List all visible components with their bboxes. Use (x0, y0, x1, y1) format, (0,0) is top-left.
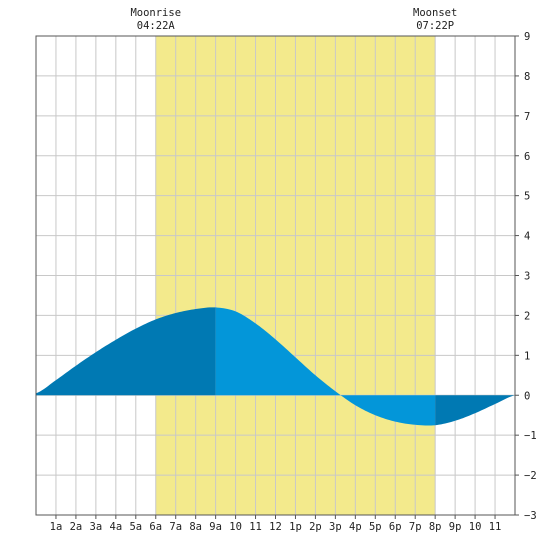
x-tick-label: 6p (389, 521, 402, 533)
y-tick-label: 3 (524, 271, 530, 283)
x-tick-label: 7a (169, 521, 182, 533)
x-tick-label: 1a (50, 521, 63, 533)
x-tick-label: 1p (289, 521, 302, 533)
moonrise-label: Moonrise (130, 7, 181, 19)
y-tick-label: 8 (524, 71, 530, 83)
y-tick-label: 4 (524, 231, 530, 243)
x-tick-label: 3p (329, 521, 342, 533)
x-tick-label: 2a (70, 521, 83, 533)
y-tick-label: 9 (524, 31, 530, 43)
x-tick-label: 6a (149, 521, 162, 533)
tide-area-day (215, 307, 436, 426)
x-tick-label: 5a (129, 521, 142, 533)
x-tick-label: 2p (309, 521, 322, 533)
x-tick-label: 10 (469, 521, 482, 533)
x-tick-label: 3a (90, 521, 103, 533)
x-tick-label: 12 (269, 521, 282, 533)
x-tick-label: 11 (249, 521, 262, 533)
x-tick-label: 11 (489, 521, 502, 533)
x-tick-label: 8p (429, 521, 442, 533)
y-tick-label: 6 (524, 151, 530, 163)
y-axis-ticks: 9 8 7 6 5 4 3 2 1 0 −1 −2 −3 (515, 31, 537, 522)
y-tick-label: 1 (524, 350, 530, 362)
x-tick-label: 8a (189, 521, 202, 533)
y-tick-label: −2 (524, 470, 537, 482)
moonset-time: 07:22P (416, 20, 454, 32)
x-tick-label: 9p (449, 521, 462, 533)
tide-area-night-morning (36, 307, 216, 396)
y-tick-label: 0 (524, 390, 530, 402)
y-tick-label: 2 (524, 310, 530, 322)
tide-area-night-evening (435, 395, 515, 426)
x-tick-label: 10 (229, 521, 242, 533)
moon-annotations: Moonrise 04:22A Moonset 07:22P (130, 7, 457, 32)
moonrise-time: 04:22A (137, 20, 176, 32)
y-tick-label: 7 (524, 111, 530, 123)
x-tick-label: 4a (110, 521, 123, 533)
tide-area (36, 307, 515, 426)
x-tick-label: 4p (349, 521, 362, 533)
x-tick-label: 5p (369, 521, 382, 533)
y-tick-label: −3 (524, 510, 537, 522)
x-tick-label: 9a (209, 521, 222, 533)
y-tick-label: −1 (524, 430, 537, 442)
y-tick-label: 5 (524, 191, 530, 203)
moonset-label: Moonset (413, 7, 457, 19)
x-tick-label: 7p (409, 521, 422, 533)
x-axis-ticks: 1a 2a 3a 4a 5a 6a 7a 8a 9a 10 11 12 1p 2p 3p 4p 5p 6p 7p 8p… (50, 515, 502, 533)
